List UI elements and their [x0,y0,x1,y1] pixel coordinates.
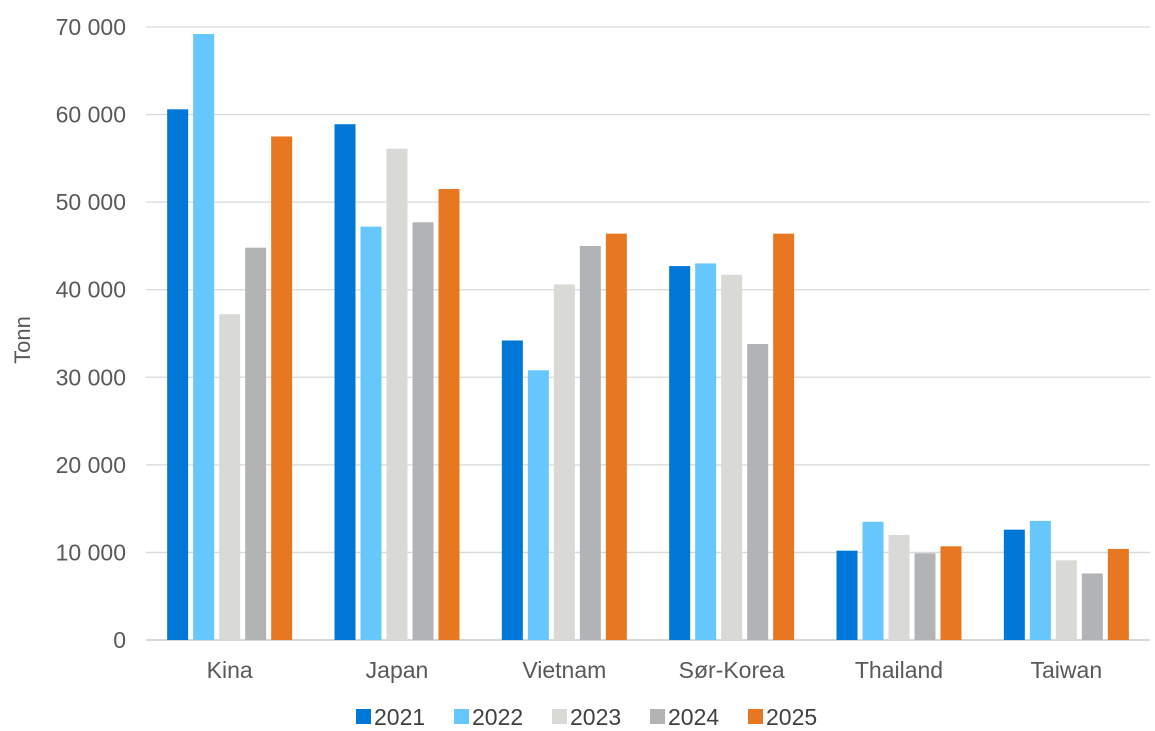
bar-2023-taiwan [1055,560,1077,640]
legend-swatch [650,709,665,724]
bar-2025-s-r-korea [773,233,795,640]
gridlines [146,26,1150,641]
legend-label: 2021 [374,704,425,730]
x-tick-label: Thailand [855,657,943,683]
bar-2022-taiwan [1029,520,1051,640]
bar-2025-taiwan [1107,548,1129,640]
bar-2023-japan [386,148,408,640]
y-tick-label: 40 000 [56,277,126,303]
bar-2025-kina [271,136,293,640]
bar-2023-s-r-korea [721,274,743,640]
legend-label: 2025 [766,704,817,730]
bar-2022-kina [193,34,215,640]
bar-2025-vietnam [605,233,627,640]
legend-item: 2021 [356,704,425,730]
legend-swatch [748,709,763,724]
legend-item: 2024 [650,704,719,730]
y-axis-tick-labels: 0 10 000 20 000 30 000 40 000 50 000 60 000 70 … [56,14,126,653]
bar-2021-taiwan [1003,529,1025,640]
x-tick-label: Vietnam [522,657,606,683]
x-tick-label: Japan [366,657,429,683]
bar-2021-thailand [836,550,858,640]
y-tick-label: 0 [113,627,126,653]
bar-2024-japan [412,222,434,640]
bar-2024-kina [245,247,267,640]
legend-swatch [552,709,567,724]
y-tick-label: 60 000 [56,102,126,128]
x-axis-category-labels: Kina Japan Vietnam Sør-Korea Thailand Taiwan [207,657,1102,683]
x-tick-label: Kina [207,657,253,683]
bar-2024-vietnam [579,245,601,640]
legend-item: 2023 [552,704,621,730]
y-axis-title: Tonn [10,316,35,364]
bar-2025-thailand [940,546,962,640]
legend: 2021 2022 2023 2024 2025 [356,704,817,730]
x-tick-label: Sør-Korea [679,657,785,683]
y-tick-label: 50 000 [56,189,126,215]
bar-2023-vietnam [553,284,575,640]
bar-2022-thailand [862,521,884,640]
bar-2021-s-r-korea [669,266,691,640]
bar-2023-thailand [888,534,910,640]
bar-2021-vietnam [501,340,523,640]
bar-2025-japan [438,189,460,640]
x-tick-label: Taiwan [1031,657,1103,683]
bars [167,34,1129,641]
bar-2024-thailand [914,553,936,640]
y-tick-label: 70 000 [56,14,126,40]
bar-2022-s-r-korea [695,263,717,640]
y-tick-label: 20 000 [56,452,126,478]
legend-swatch [356,709,371,724]
legend-label: 2022 [472,704,523,730]
legend-label: 2023 [570,704,621,730]
bar-2023-kina [219,314,241,640]
legend-item: 2025 [748,704,817,730]
bar-2021-kina [167,109,189,641]
bar-2022-vietnam [527,370,549,640]
bar-2021-japan [334,124,356,640]
legend-item: 2022 [454,704,523,730]
bar-2024-taiwan [1081,573,1103,640]
y-tick-label: 10 000 [56,539,126,565]
y-tick-label: 30 000 [56,364,126,390]
legend-swatch [454,709,469,724]
bar-2024-s-r-korea [747,344,769,640]
bar-2022-japan [360,226,382,641]
legend-label: 2024 [668,704,719,730]
